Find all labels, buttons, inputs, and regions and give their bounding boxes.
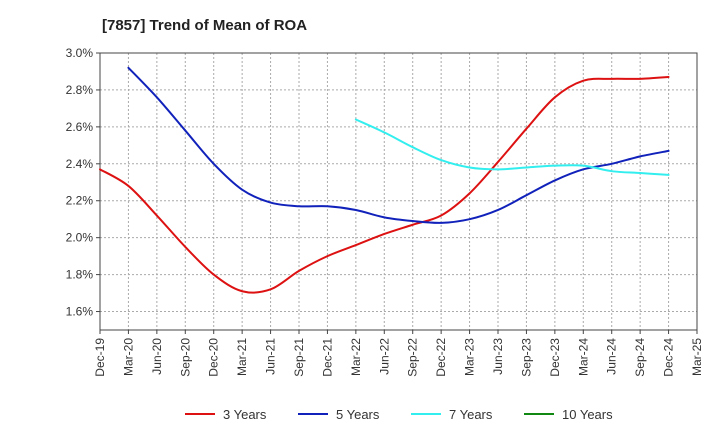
x-tick-label: Dec-20 [207,338,221,377]
x-tick-label: Sep-24 [633,338,647,377]
x-tick-label: Mar-22 [349,338,363,376]
legend-label-7-years: 7 Years [449,407,493,422]
x-tick-label: Sep-21 [292,338,306,377]
x-tick-label: Dec-24 [662,338,676,377]
series-line-5-years [127,66,670,224]
grid-lines [100,52,697,330]
legend-label-3-years: 3 Years [223,407,267,422]
x-tick-label: Mar-20 [121,338,135,376]
y-tick-label: 2.8% [66,83,94,97]
chart-title: [7857] Trend of Mean of ROA [102,17,307,34]
series-lines [99,66,670,294]
x-tick-label: Sep-23 [519,338,533,377]
series-line-7-years [354,118,670,176]
x-tick-label: Jun-22 [377,338,391,375]
x-tick-label: Mar-25 [690,338,704,376]
x-tick-label: Jun-21 [264,338,278,375]
x-tick-label: Dec-23 [548,338,562,377]
x-tick-label: Sep-20 [178,338,192,377]
y-axis: 1.6% 1.8% 2.0% 2.2% 2.4% 2.6% 2.8% 3.0% [66,46,100,319]
x-tick-label: Dec-19 [93,338,107,377]
legend-label-5-years: 5 Years [336,407,380,422]
y-tick-label: 2.0% [66,231,94,245]
x-axis: Dec-19 Mar-20 Jun-20 Sep-20 Dec-20 Mar-21 Jun-… [93,330,704,377]
x-tick-label: Mar-24 [576,338,590,376]
x-tick-label: Jun-23 [491,338,505,375]
y-tick-label: 1.8% [66,268,94,282]
x-tick-label: Dec-21 [320,338,334,377]
legend-label-10-years: 10 Years [562,407,613,422]
x-tick-label: Dec-22 [434,338,448,377]
y-tick-label: 2.2% [66,194,94,208]
y-tick-label: 1.6% [66,305,94,319]
x-tick-label: Jun-24 [605,338,619,375]
y-tick-label: 2.4% [66,157,94,171]
x-tick-label: Sep-22 [406,338,420,377]
y-tick-label: 3.0% [66,46,94,60]
y-tick-label: 2.6% [66,120,94,134]
x-tick-label: Mar-21 [235,338,249,376]
x-tick-label: Jun-20 [150,338,164,375]
legend: 3 Years 5 Years 7 Years 10 Years [185,407,613,422]
plot-area-frame [99,52,698,331]
series-line-3-years [99,76,670,294]
x-tick-label: Mar-23 [463,338,477,376]
